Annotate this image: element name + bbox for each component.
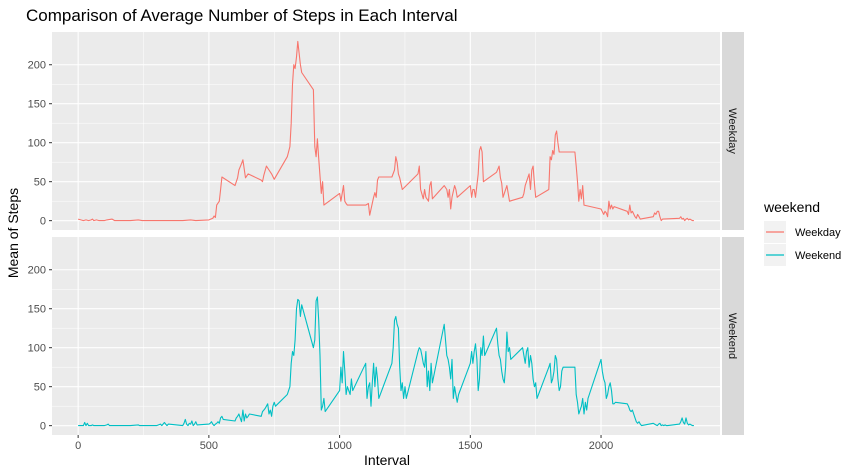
chart-title: Comparison of Average Number of Steps in…	[26, 6, 458, 25]
y-tick-label: 50	[34, 382, 46, 394]
facet-strip	[722, 32, 744, 230]
x-tick-label: 0	[75, 440, 81, 452]
legend-label: Weekend	[795, 250, 841, 262]
y-tick-label: 100	[28, 343, 46, 355]
x-tick-label: 2000	[589, 440, 613, 452]
x-axis: 0 500 1000 1500 2000	[75, 435, 613, 452]
legend-item-weekday: Weekday	[764, 221, 841, 243]
y-tick-label: 0	[40, 421, 46, 433]
y-tick-label: 150	[28, 99, 46, 111]
panel-weekday: 0 50 100 150 200 Weekday	[28, 32, 744, 230]
series-line-weekday	[77, 40, 694, 222]
y-axis-title: Mean of Steps	[5, 188, 21, 278]
facet-strip-label: Weekend	[726, 313, 738, 359]
y-tick-label: 100	[28, 138, 46, 150]
y-tick-label: 200	[28, 60, 46, 72]
legend-title: weekend	[763, 199, 820, 215]
panel-background	[52, 237, 720, 435]
series-line-weekend	[78, 296, 694, 427]
y-tick-label: 0	[40, 216, 46, 228]
legend-label: Weekday	[795, 227, 841, 239]
facet-strip-label: Weekday	[726, 108, 738, 154]
panel-background	[52, 32, 720, 230]
legend-item-weekend: Weekend	[764, 244, 841, 266]
chart-panels: 0 50 100 150 200 Weekday 0 50 100 150 200 Weekend	[28, 32, 744, 435]
x-axis-title: Interval	[364, 452, 410, 468]
facet-strip	[722, 237, 744, 435]
x-tick-label: 1500	[458, 440, 482, 452]
y-tick-label: 200	[28, 265, 46, 277]
y-tick-label: 150	[28, 304, 46, 316]
y-tick-label: 50	[34, 177, 46, 189]
panel-weekend: 0 50 100 150 200 Weekend	[28, 237, 744, 435]
x-tick-label: 1000	[327, 440, 351, 452]
x-tick-label: 500	[200, 440, 218, 452]
legend: weekend Weekday Weekend	[763, 199, 841, 266]
